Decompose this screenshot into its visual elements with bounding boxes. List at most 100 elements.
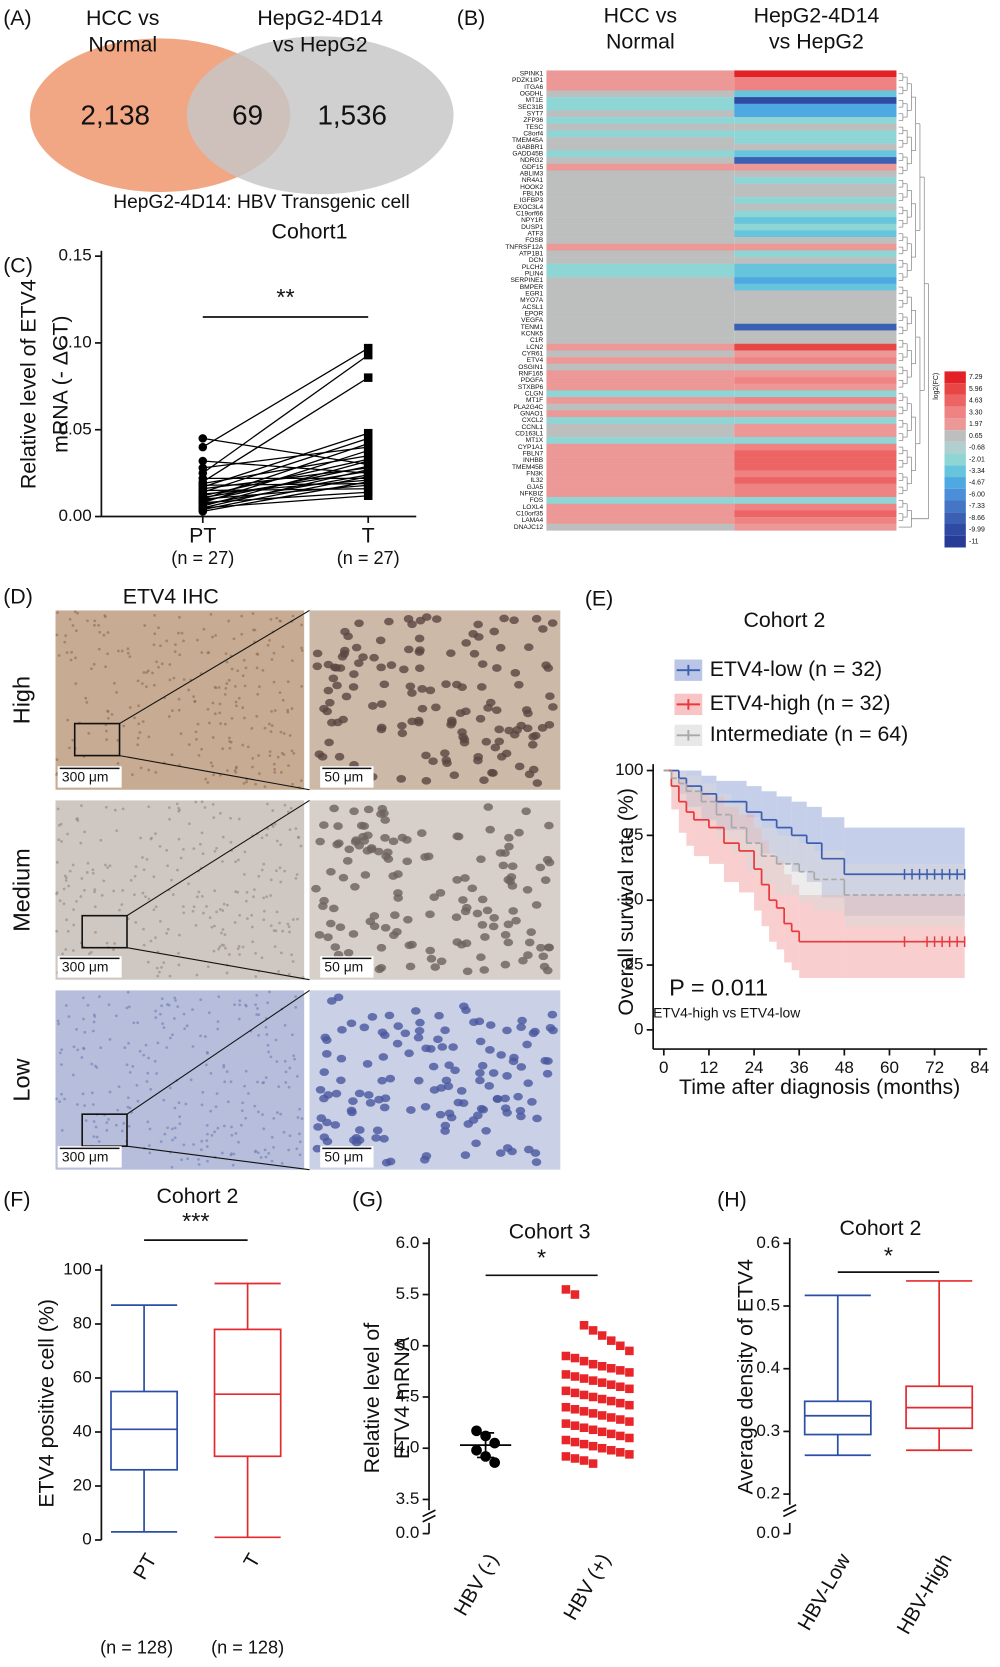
tissue-dot — [208, 721, 211, 725]
tissue-dot — [278, 691, 282, 695]
heatmap-cell — [546, 117, 735, 124]
colorbar-label: log2(FC) — [933, 373, 940, 400]
tissue-dot — [115, 690, 118, 694]
tissue-dot — [160, 662, 164, 666]
nucleus — [452, 680, 462, 689]
tissue-dot — [264, 1076, 268, 1080]
tissue-dot — [104, 805, 108, 809]
nucleus — [521, 807, 531, 816]
tissue-dot — [141, 891, 145, 895]
nucleus — [450, 1066, 460, 1075]
nucleus — [469, 649, 480, 658]
gene-label: SERPINE1 — [511, 277, 544, 284]
tissue-dot — [192, 905, 196, 909]
nucleus — [508, 907, 518, 915]
nucleus — [479, 776, 489, 785]
gene-label: CD163L1 — [515, 430, 543, 437]
tissue-dot — [276, 755, 280, 759]
tissue-dot — [256, 1151, 260, 1155]
tissue-dot — [83, 830, 87, 834]
tissue-dot — [155, 660, 158, 664]
tissue-dot — [219, 811, 222, 815]
tissue-dot — [255, 993, 259, 997]
tissue-dot — [234, 766, 238, 770]
point — [606, 1445, 616, 1455]
n-label: (n = 128) — [211, 1638, 284, 1658]
nucleus — [430, 963, 441, 971]
nucleus — [435, 889, 446, 897]
tissue-dot — [136, 1021, 140, 1025]
gene-label: C8orf4 — [523, 131, 543, 138]
heatmap-cell — [734, 423, 897, 431]
tissue-dot — [146, 1120, 150, 1124]
point — [198, 507, 208, 516]
nucleus — [429, 893, 439, 902]
gene-label: PLCH2 — [522, 264, 544, 271]
tissue-dot — [217, 947, 220, 951]
axis-break — [422, 1514, 436, 1523]
nucleus — [429, 1086, 440, 1094]
colorbar-tick-label: -9.99 — [969, 527, 985, 534]
tissue-dot — [227, 619, 231, 623]
tissue-dot — [71, 863, 75, 867]
tissue-dot — [266, 1001, 270, 1005]
tissue-dot — [270, 724, 274, 728]
tissue-dot — [103, 614, 107, 618]
box — [110, 1390, 179, 1471]
tissue-dot — [244, 666, 248, 670]
nucleus — [379, 1134, 389, 1143]
point — [579, 1439, 589, 1449]
nucleus — [532, 1114, 542, 1123]
confidence-band — [746, 817, 762, 872]
nucleus — [339, 649, 350, 658]
x-tick-label: 0 — [659, 1058, 669, 1077]
tissue-dot — [174, 643, 177, 647]
tissue-dot — [218, 908, 222, 911]
tissue-dot — [184, 1102, 188, 1106]
point — [625, 1417, 634, 1426]
tissue-dot — [63, 1097, 66, 1101]
tissue-dot — [286, 922, 290, 926]
heatmap-cell — [734, 343, 897, 351]
legend-label: ETV4-low (n = 32) — [710, 657, 882, 681]
x-tick-label: 12 — [699, 1058, 718, 1077]
point — [363, 491, 373, 500]
tissue-dot — [168, 974, 172, 978]
chart-title: Cohort1 — [272, 219, 348, 243]
tissue-dot — [185, 1024, 189, 1028]
y-tick-label: 0.5 — [756, 1296, 780, 1315]
colorbar-cell — [944, 477, 966, 489]
tissue-dot — [237, 944, 241, 948]
heatmap-cell — [734, 257, 897, 264]
point — [363, 428, 373, 438]
nucleus — [485, 1021, 496, 1029]
tissue-dot — [56, 807, 60, 811]
heatmap-cell — [546, 170, 735, 178]
tissue-dot — [74, 682, 78, 685]
nucleus — [336, 1076, 346, 1085]
tissue-dot — [197, 890, 201, 894]
tissue-dot — [127, 1124, 131, 1128]
nucleus — [380, 1031, 390, 1040]
gene-label: OSGIN1 — [518, 364, 543, 371]
heatmap-cell — [734, 183, 897, 191]
nucleus — [380, 834, 390, 842]
zoom-line — [126, 947, 310, 981]
confidence-band — [769, 853, 777, 942]
nucleus — [312, 649, 323, 658]
tissue-dot — [173, 1126, 177, 1130]
tissue-dot — [171, 709, 174, 713]
tissue-dot — [225, 682, 229, 685]
nucleus — [414, 664, 425, 673]
nucleus — [510, 669, 521, 677]
tissue-dot — [55, 633, 59, 637]
tissue-dot — [262, 1127, 266, 1131]
nucleus — [544, 821, 554, 830]
count-label: 2,138 — [81, 100, 150, 131]
x-tick-label: HBV (-) — [450, 1550, 503, 1619]
tissue-dot — [171, 1138, 174, 1142]
tissue-dot — [257, 1013, 261, 1017]
tissue-dot — [64, 879, 68, 882]
confidence-band — [678, 778, 687, 833]
nucleus — [504, 833, 514, 842]
